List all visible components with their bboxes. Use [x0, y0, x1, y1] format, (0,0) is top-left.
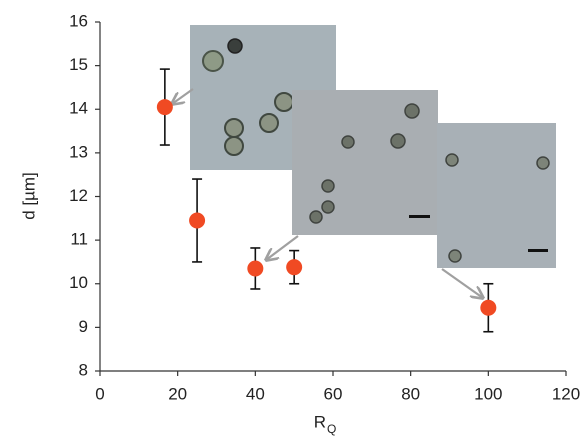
point: [247, 260, 263, 276]
point: [286, 259, 302, 275]
y-tick-label: 14: [69, 99, 88, 118]
y-tick-label: 11: [70, 230, 88, 249]
x-axis-label-subscript: Q: [327, 422, 336, 436]
y-tick-label: 10: [69, 273, 88, 292]
point: [480, 300, 496, 316]
y-axis-label: d [µm]: [19, 172, 38, 220]
y-tick-label: 15: [69, 55, 88, 74]
y-tick-label: 9: [79, 317, 88, 336]
x-tick-label: 0: [95, 384, 104, 403]
y-tick-label: 12: [69, 186, 88, 205]
chart: d [µm] R Q 8 9 10 11 12 13 14 15 16 0 20 40 60 80 100 1…: [0, 0, 587, 447]
inset-image: [292, 90, 438, 235]
x-tick-label: 100: [474, 384, 502, 403]
arrow: [172, 89, 193, 104]
x-tick-label: 40: [246, 384, 265, 403]
x-tick-label: 80: [401, 384, 420, 403]
x-tick-label: 120: [552, 384, 580, 403]
y-tick-label: 8: [79, 360, 88, 379]
x-tick-label: 60: [324, 384, 343, 403]
point: [189, 212, 205, 228]
x-axis-label: R: [314, 412, 326, 431]
arrow: [442, 269, 483, 298]
x-tick-label: 20: [168, 384, 187, 403]
point: [157, 99, 173, 115]
y-tick-label: 16: [69, 11, 88, 30]
arrow: [266, 236, 298, 260]
y-tick-label: 13: [69, 142, 88, 161]
inset-image: [437, 123, 556, 268]
